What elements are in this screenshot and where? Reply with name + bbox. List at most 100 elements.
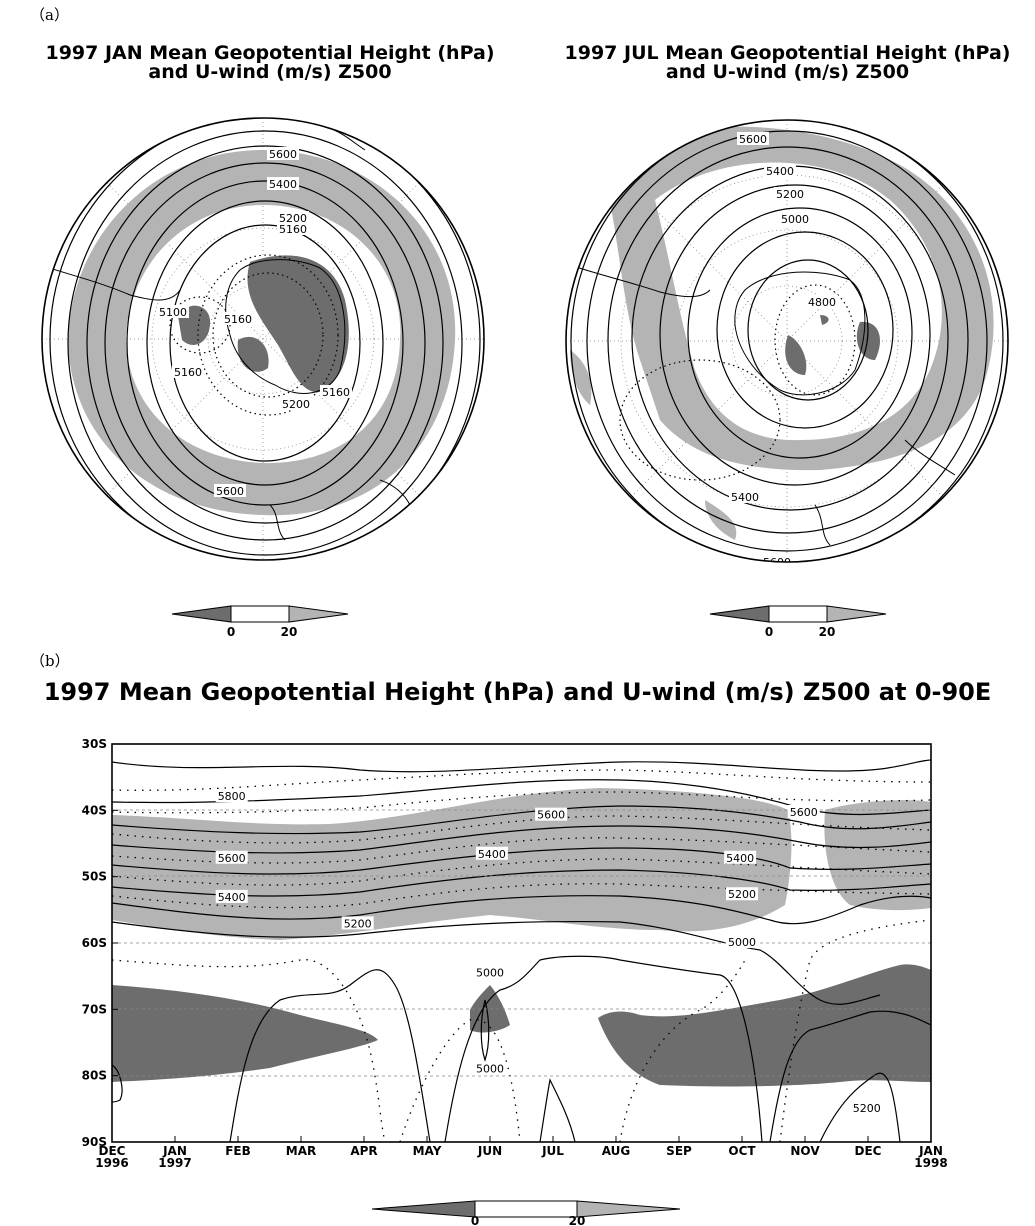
hov-contour-label: 5200 [853, 1102, 881, 1115]
jan-contour-label-bg [267, 147, 299, 160]
hov-contour-label-bg [850, 1100, 883, 1114]
jul-key-tick-20: 20 [819, 625, 836, 639]
jul-map-title-line1: 1997 JUL Mean Geopotential Height (hPa) [564, 42, 1011, 64]
hov-x-tick-label: NOV [790, 1144, 820, 1158]
hov-height-contours [112, 759, 931, 1142]
jan-key-easterly-swatch [171, 605, 232, 623]
jan-contour-label: 5160 [279, 223, 307, 236]
jan-contour-labels: 5800560054005200516051605100516052005160… [157, 118, 352, 498]
jul-easterly-regions [785, 315, 880, 375]
jul-map-title-line2: and U-wind (m/s) Z500 [665, 61, 910, 83]
jul-contour-label: 4800 [808, 296, 836, 309]
hov-contour-label-bg [474, 1061, 506, 1075]
jan-shading-key: 0 20 [171, 605, 349, 639]
hov-x-tick-label: APR [350, 1144, 377, 1158]
jul-wind-contours [619, 284, 856, 481]
hov-contour-label: 5600 [537, 809, 565, 822]
hov-y-tick-label: 40S [82, 803, 107, 817]
jul-contour-label-bg [779, 212, 811, 225]
jul-contour-label-bg [806, 295, 838, 308]
jul-height-contours [570, 120, 1004, 562]
hov-x-tick-label: FEB [225, 1144, 251, 1158]
hov-x-tick-label: AUG [602, 1144, 631, 1158]
hovmoller-title: 1997 Mean Geopotential Height (hPa) and … [43, 678, 992, 706]
hov-contour-label: 5600 [218, 852, 246, 865]
jan-contour-label: 5200 [279, 212, 307, 225]
jan-key-tick-20: 20 [281, 625, 298, 639]
hov-key-zero-swatch [474, 1200, 578, 1218]
jan-contour-label: 5160 [174, 366, 202, 379]
jan-contour-label-bg [267, 177, 299, 190]
hov-easterly-regions [112, 964, 931, 1087]
hov-contour-label: 5200 [344, 917, 372, 930]
jan-map-title-line2: and U-wind (m/s) Z500 [148, 61, 392, 83]
hov-y-tick-label: 90S [82, 1135, 107, 1149]
hov-x-tick-label: MAR [286, 1144, 316, 1158]
hov-x-tick-label: JUL [541, 1144, 564, 1158]
jan-contour-label: 5400 [269, 178, 297, 191]
jan-contour-label: 5160 [224, 313, 252, 326]
jul-contour-label-bg [774, 187, 806, 200]
hov-contour-label-bg [535, 807, 568, 821]
jul-key-westerly-swatch [826, 605, 887, 623]
jul-contour-labels: 5600 5400 5200 5000 4800 5400 5600 [729, 132, 838, 562]
jan-contour-label: 5160 [322, 386, 350, 399]
jan-map-title: 1997 JAN Mean Geopotential Height (hPa) … [20, 44, 520, 82]
panel-b-label: （b） [30, 652, 70, 670]
jan-contour-label: 5100 [159, 306, 187, 319]
jan-contour-label-bg [280, 397, 312, 410]
jan-map-title-line1: 1997 JAN Mean Geopotential Height (hPa) [45, 42, 495, 64]
hov-contour-label: 5400 [478, 848, 506, 861]
hov-gridlines [112, 809, 931, 1077]
jul-contour-label-bg [729, 490, 761, 503]
jul-contour-label: 5200 [776, 188, 804, 201]
jan-contour-label-bg [172, 365, 204, 378]
jul-map: 5600 5400 5200 5000 4800 5400 5600 [565, 119, 1009, 563]
hov-contour-label-bg [474, 965, 506, 979]
jan-contour-label-bg [277, 211, 309, 224]
jul-key-tick-0: 0 [765, 625, 773, 639]
hov-key-westerly-swatch [576, 1200, 681, 1218]
hov-shading-key: 0 20 [371, 1200, 681, 1226]
hov-x-tick-label: 1997 [158, 1156, 191, 1170]
hov-x-tick-label: 1998 [914, 1156, 947, 1170]
jan-contour-label-bg [214, 484, 246, 497]
jan-contour-label-bg [277, 222, 309, 235]
jan-key-tick-0: 0 [227, 625, 235, 639]
hov-contour-label: 5000 [476, 967, 504, 980]
hov-contour-label-bg [726, 887, 758, 901]
hov-contour-label: 5000 [728, 936, 756, 949]
hov-contour-label-bg [475, 846, 508, 860]
hov-x-tick-label: JUN [477, 1144, 502, 1158]
hov-x-tick-label: MAY [413, 1144, 442, 1158]
jan-contour-label-bg [222, 312, 254, 325]
jul-contour-label: 5600 [739, 133, 767, 146]
hov-x-tick-label: OCT [728, 1144, 756, 1158]
hov-x-tick-label: DEC [855, 1144, 882, 1158]
jul-key-easterly-swatch [709, 605, 770, 623]
jul-shading-key: 0 20 [709, 605, 887, 639]
hov-x-tick-label: SEP [666, 1144, 692, 1158]
jul-key-zero-swatch [768, 605, 828, 623]
hov-contour-label-bg [724, 850, 757, 864]
hov-x-tick-label: DEC [99, 1144, 126, 1158]
panel-a-label: （a） [30, 6, 69, 24]
hov-contour-label-bg [215, 850, 248, 864]
hov-y-tick-label: 60S [82, 936, 107, 950]
hov-wind-contours [112, 769, 931, 1142]
jan-contour-label: 5600 [216, 485, 244, 498]
jul-contour-label: 5400 [731, 491, 759, 504]
jan-key-zero-swatch [230, 605, 290, 623]
jan-map-boundary [41, 117, 485, 561]
hov-y-tick-label: 80S [82, 1069, 107, 1083]
hov-contour-label: 5000 [476, 1063, 504, 1076]
hov-x-tick-label: JAN [162, 1144, 187, 1158]
jan-contour-label: 5200 [282, 398, 310, 411]
hov-contour-label: 5400 [218, 891, 246, 904]
jan-map: 5800560054005200516051605100516052005160… [41, 117, 485, 561]
jul-contour-label-bg [737, 132, 769, 145]
hov-contour-label-bg [215, 789, 248, 803]
jan-key-westerly-swatch [288, 605, 349, 623]
hov-contour-label: 5600 [790, 806, 818, 819]
